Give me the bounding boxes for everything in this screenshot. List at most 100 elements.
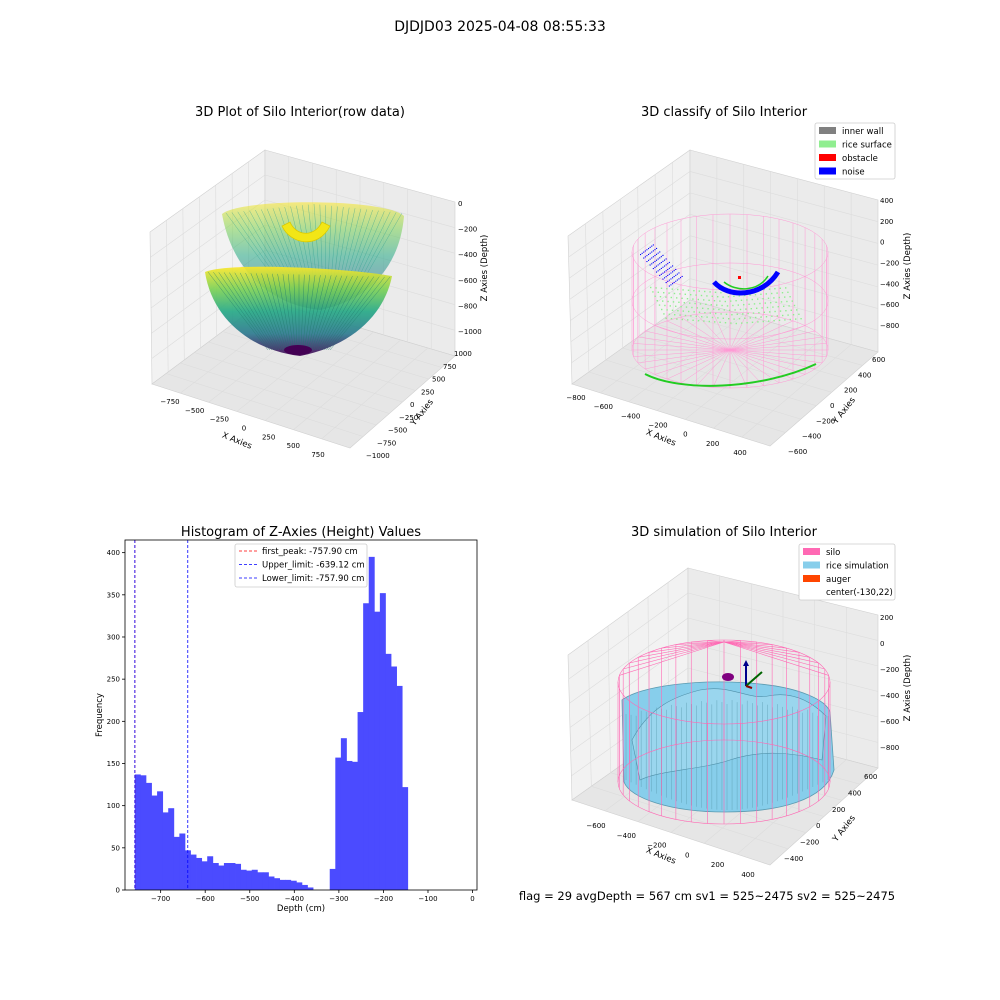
histogram-bar bbox=[329, 868, 336, 890]
classify-rice-point bbox=[717, 317, 719, 319]
histogram-bar bbox=[274, 878, 281, 890]
simulation-z-label: Z Axies (Depth) bbox=[903, 655, 913, 722]
histogram-bar bbox=[218, 865, 225, 890]
classify-rice-point bbox=[689, 302, 691, 304]
classify-noise-point bbox=[644, 256, 646, 258]
classify-rice-point bbox=[714, 321, 716, 323]
histogram-bar bbox=[279, 879, 286, 890]
classify-rice-point bbox=[663, 292, 665, 294]
classify-rice-point bbox=[771, 292, 773, 295]
raw-front-meridian bbox=[223, 272, 274, 351]
classify-noise-point bbox=[654, 266, 656, 268]
classify-x-ticks: −800 −600 −400 −200 0 200 400 bbox=[566, 394, 746, 457]
classify-cylinder-spoke bbox=[729, 349, 815, 370]
classify-rice-point bbox=[779, 287, 781, 289]
classify-rice-point bbox=[694, 302, 696, 305]
histogram-bar bbox=[335, 757, 342, 890]
simulation-legend-silo: silo bbox=[826, 548, 840, 558]
classify-rice-point bbox=[704, 290, 706, 293]
classify-rice-point bbox=[748, 303, 750, 305]
raw-front-meridian bbox=[329, 276, 391, 351]
histogram-bar bbox=[157, 791, 164, 890]
classify-noise-point bbox=[657, 264, 659, 266]
raw-y-tick-1: 750 bbox=[443, 363, 456, 371]
classify-rice-point bbox=[730, 322, 732, 324]
classify-inner-wall-cylinder bbox=[631, 213, 829, 389]
histogram-y-tick-label: 350 bbox=[107, 591, 120, 599]
classify-noise-point bbox=[660, 273, 662, 275]
classify-rice-point bbox=[724, 322, 727, 324]
classify-rice-point bbox=[781, 292, 784, 294]
grid-line bbox=[689, 171, 879, 223]
classify-rice-point bbox=[751, 321, 754, 323]
classify-noise-point bbox=[665, 258, 667, 260]
classify-rice-point bbox=[703, 299, 705, 301]
raw-front-meridian bbox=[239, 272, 280, 351]
classify-noise-point bbox=[654, 260, 656, 262]
classify-rice-point bbox=[730, 300, 732, 302]
classify-rice-point bbox=[743, 304, 745, 306]
grid-line bbox=[628, 314, 744, 402]
raw-front-meridian bbox=[315, 275, 348, 351]
classify-noise-point bbox=[652, 244, 654, 246]
classify-rice-point bbox=[678, 301, 680, 303]
classify-cylinder-spoke bbox=[654, 325, 731, 351]
classify-rice-point bbox=[682, 310, 684, 312]
classify-green-ring bbox=[644, 363, 817, 387]
classify-noise-point bbox=[662, 260, 664, 262]
grid-line bbox=[689, 235, 879, 288]
classify-rice-point bbox=[695, 294, 697, 296]
simulation-axis-y-arrow bbox=[745, 671, 763, 687]
classify-rice-point bbox=[790, 309, 792, 311]
panel-raw: 3D Plot of Silo Interior(row data) −750−… bbox=[149, 105, 490, 460]
histogram-bar bbox=[207, 856, 214, 890]
classify-noise-point bbox=[656, 265, 658, 267]
classify-rice-point bbox=[753, 303, 756, 305]
histogram-bar bbox=[145, 782, 152, 890]
classify-legend: inner wall rice surface obstacle noise bbox=[814, 122, 896, 180]
classify-rice-point bbox=[683, 302, 685, 304]
classify-y-tick-0: 600 bbox=[872, 356, 885, 364]
classify-rice-point bbox=[760, 293, 762, 295]
histogram-bar bbox=[262, 872, 269, 890]
raw-y-tick-3: 250 bbox=[421, 388, 434, 396]
classify-rice-point bbox=[676, 318, 678, 320]
classify-rice-point bbox=[756, 307, 758, 309]
raw-front-meridian bbox=[234, 272, 278, 351]
raw-front-meridian bbox=[288, 274, 296, 351]
classify-rice-point bbox=[680, 306, 682, 308]
raw-y-tick-2: 500 bbox=[432, 376, 445, 384]
histogram-bar bbox=[168, 808, 175, 890]
histogram-legend-box bbox=[234, 543, 368, 588]
classify-rice-point bbox=[773, 297, 775, 299]
raw-front-meridian bbox=[218, 272, 272, 351]
histogram-bar bbox=[151, 795, 158, 890]
classify-noise-point bbox=[662, 254, 664, 256]
grid-line bbox=[571, 278, 691, 364]
classify-rice-point bbox=[755, 316, 757, 319]
simulation-center-axes bbox=[722, 660, 763, 689]
classify-rice-point bbox=[735, 300, 737, 302]
classify-rice-point bbox=[759, 302, 761, 305]
classify-rice-point bbox=[690, 294, 692, 296]
classify-cylinder-spoke bbox=[729, 349, 823, 364]
classify-rice-point bbox=[772, 306, 774, 308]
raw-front-meridian bbox=[229, 272, 276, 351]
classify-rice-point bbox=[662, 300, 664, 302]
raw-y-tick-7: −750 bbox=[377, 439, 396, 447]
classify-cylinder-spoke bbox=[654, 349, 731, 375]
histogram-bar bbox=[352, 761, 358, 890]
classify-x-tick-1: −600 bbox=[594, 403, 613, 411]
classify-rice-point bbox=[738, 318, 741, 320]
classify-noise-point bbox=[673, 270, 675, 272]
classify-floor-pane bbox=[571, 299, 879, 447]
classify-rice-point bbox=[764, 302, 766, 304]
raw-front-meridian bbox=[306, 275, 321, 351]
grid-line bbox=[569, 214, 691, 300]
classify-noise-point bbox=[659, 263, 661, 265]
classify-z-tick-1: 200 bbox=[880, 218, 893, 226]
classify-cylinder-spoke bbox=[712, 349, 731, 388]
histogram-x-label: Depth (cm) bbox=[277, 904, 325, 914]
simulation-legend-swatch-auger bbox=[803, 575, 820, 582]
classify-rice-point bbox=[798, 313, 800, 315]
